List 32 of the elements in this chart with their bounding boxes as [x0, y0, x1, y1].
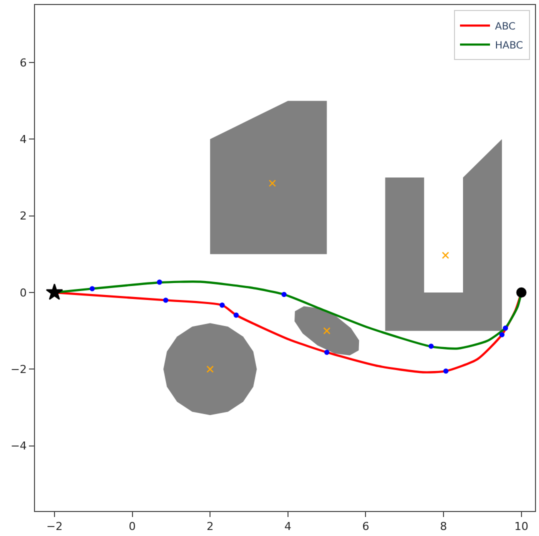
legend-label: ABC — [495, 21, 516, 32]
y-tick-label: 0 — [20, 286, 27, 300]
point — [428, 344, 434, 349]
point — [443, 368, 448, 374]
y-tick-label: 4 — [20, 133, 27, 146]
point — [234, 312, 239, 318]
x-tick-label: 2 — [206, 520, 214, 534]
x-tick-label: 10 — [514, 520, 528, 534]
point — [156, 280, 162, 285]
point — [163, 298, 168, 303]
point — [268, 180, 276, 187]
point — [281, 292, 287, 298]
x-tick-label: 4 — [284, 520, 292, 534]
legend-label: HABC — [495, 40, 524, 52]
point — [220, 302, 225, 308]
point — [442, 252, 450, 259]
y-tick-label: −2 — [10, 363, 27, 376]
y-tick-label: 6 — [20, 56, 27, 70]
point — [206, 366, 214, 373]
point — [502, 326, 508, 331]
point — [499, 332, 505, 338]
point — [90, 286, 95, 292]
x-tick-label: −2 — [46, 520, 63, 534]
point — [324, 350, 330, 355]
x-tick-label: 8 — [440, 520, 448, 534]
y-tick-label: −4 — [10, 440, 27, 453]
point — [323, 327, 330, 334]
point — [46, 284, 64, 300]
x-tick-label: 6 — [362, 520, 370, 534]
point — [516, 287, 526, 298]
x-tick-label: 0 — [128, 520, 136, 534]
y-tick-label: 2 — [20, 210, 27, 223]
